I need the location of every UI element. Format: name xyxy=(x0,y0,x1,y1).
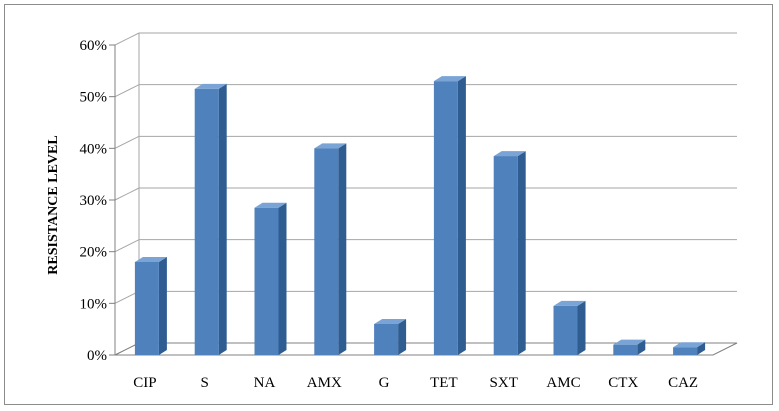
bar-side xyxy=(457,76,466,356)
bar-top xyxy=(314,143,347,149)
y-tick-label: 30% xyxy=(80,193,108,209)
x-tick-label: SXT xyxy=(490,375,518,391)
y-tick-label: 0% xyxy=(87,348,107,364)
x-tick-label: CAZ xyxy=(668,375,698,391)
bar-top xyxy=(553,300,586,306)
bar-side xyxy=(398,319,407,355)
bar-sxt xyxy=(493,151,526,355)
x-tick-label: S xyxy=(201,375,209,391)
bar-cip xyxy=(134,257,167,355)
y-tick-label: 50% xyxy=(80,90,108,106)
bar-side xyxy=(218,83,227,356)
bar-side xyxy=(577,300,586,355)
bar-side xyxy=(697,342,706,355)
bar-caz xyxy=(673,342,706,355)
gridline-slant xyxy=(114,187,140,201)
x-tick-label: CIP xyxy=(133,375,156,391)
gridline-slant xyxy=(114,239,140,253)
x-tick-label: G xyxy=(379,375,390,391)
bar-top xyxy=(673,342,706,348)
bar-top xyxy=(134,257,167,262)
bar-s xyxy=(194,83,227,356)
y-tick-label: 60% xyxy=(80,38,108,54)
y-tick-label: 10% xyxy=(80,296,108,312)
y-tick-label: 40% xyxy=(80,141,108,157)
x-tick-label: NA xyxy=(254,375,276,391)
bar-amc xyxy=(553,300,586,355)
bar-ctx xyxy=(613,339,646,355)
bar-tet xyxy=(433,76,466,356)
bar-top xyxy=(613,339,646,345)
bar-side xyxy=(158,257,167,355)
x-tick-label: AMX xyxy=(307,375,342,391)
x-tick-label: TET xyxy=(430,375,458,391)
x-tick-label: CTX xyxy=(608,375,638,391)
bar-front xyxy=(134,262,159,355)
bar-side xyxy=(278,202,287,355)
y-axis-label: RESISTANCE LEVEL xyxy=(46,135,61,274)
bar-front xyxy=(194,88,219,356)
bar-side xyxy=(338,143,347,355)
gridline-slant xyxy=(114,84,140,98)
bar-top xyxy=(194,83,227,89)
bar-top xyxy=(254,202,287,208)
bar-front xyxy=(493,156,518,355)
bar-amx xyxy=(314,143,347,355)
bar-front xyxy=(553,305,578,355)
bar-front xyxy=(254,207,279,355)
bar-g xyxy=(374,319,407,355)
bar-side xyxy=(517,151,526,355)
bar-na xyxy=(254,202,287,355)
gridline-slant xyxy=(114,135,140,149)
y-tick-labels: 0% 10% 20% 30% 40% 50% 60% xyxy=(80,38,108,364)
gridline-slant xyxy=(114,32,140,46)
bar-front xyxy=(673,347,698,355)
y-tick-label: 20% xyxy=(80,245,108,261)
bar-top xyxy=(374,319,407,324)
bar-front xyxy=(433,81,458,356)
bar-top xyxy=(433,76,466,82)
x-tick-label: AMC xyxy=(546,375,580,391)
bar-front xyxy=(374,324,399,355)
bar-front xyxy=(314,148,339,355)
bars xyxy=(134,76,706,356)
bar-side xyxy=(637,339,646,355)
bar-top xyxy=(493,151,526,157)
x-tick-labels: CIP S NA AMX G TET SXT AMC CTX CAZ xyxy=(133,375,698,391)
bar-front xyxy=(613,344,638,355)
